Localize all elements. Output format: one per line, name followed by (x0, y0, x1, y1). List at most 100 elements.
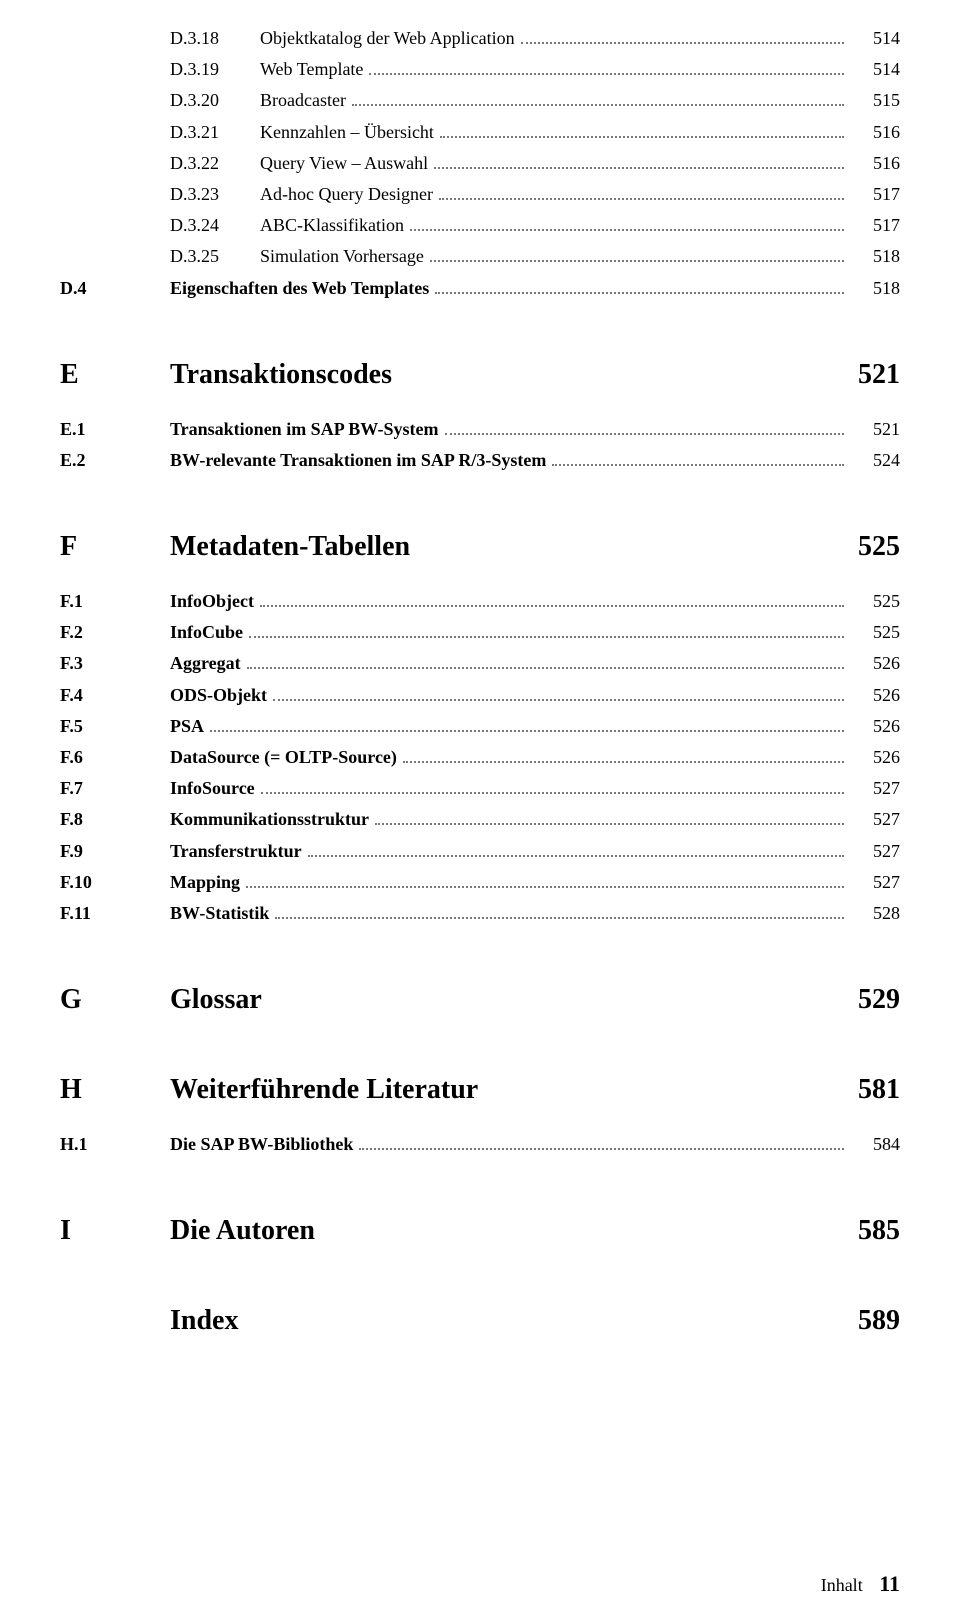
toc-label: Kommunikationsstruktur (170, 807, 369, 832)
toc-line: F.3Aggregat526 (60, 651, 900, 676)
toc-dots (210, 730, 844, 732)
section-heading: FMetadaten-Tabellen525 (60, 531, 900, 563)
toc-line: E.2BW-relevante Transaktionen im SAP R/3… (60, 448, 900, 473)
footer-label: Inhalt (821, 1575, 863, 1595)
toc-label: Query View – Auswahl (260, 151, 428, 176)
toc-line: D.3.25Simulation Vorhersage518 (170, 244, 900, 269)
toc-dots (249, 636, 844, 638)
toc-num: F.8 (60, 807, 170, 832)
toc-page-num: 526 (850, 714, 900, 739)
toc-dots (359, 1148, 844, 1150)
toc-subsection-d3: D.3.18Objektkatalog der Web Application 5… (60, 26, 900, 270)
toc-line: D.3.22Query View – Auswahl 516 (170, 151, 900, 176)
toc-dots (430, 260, 844, 262)
section-heading: Index589 (60, 1305, 900, 1337)
toc-num: D.3.24 (170, 213, 260, 238)
toc-label: Ad-hoc Query Designer (260, 182, 433, 207)
toc-label: ABC-Klassifikation (260, 213, 404, 238)
toc-line-d4: D.4 Eigenschaften des Web Templates 518 (60, 276, 900, 301)
toc-dots (273, 699, 844, 701)
toc-num: F.2 (60, 620, 170, 645)
section-id: E (60, 359, 170, 391)
toc-num: F.5 (60, 714, 170, 739)
toc-num: F.9 (60, 839, 170, 864)
toc-num: D.3.22 (170, 151, 260, 176)
toc-dots (369, 73, 844, 75)
toc-line: F.6DataSource (= OLTP-Source)526 (60, 745, 900, 770)
toc-label: BW-Statistik (170, 901, 269, 926)
toc-dots (439, 198, 844, 200)
toc-dots (521, 42, 844, 44)
toc-num: D.3.19 (170, 57, 260, 82)
toc-label: DataSource (= OLTP-Source) (170, 745, 397, 770)
section-page: 581 (840, 1074, 900, 1106)
toc-line: D.3.18Objektkatalog der Web Application 5… (170, 26, 900, 51)
toc-dots (247, 667, 844, 669)
toc-label: InfoSource (170, 776, 255, 801)
toc-label: Transferstruktur (170, 839, 302, 864)
toc-page-num: 521 (850, 417, 900, 442)
section-title: Index (170, 1305, 840, 1337)
section-title: Weiterführende Literatur (170, 1074, 840, 1106)
toc-dots (308, 855, 844, 857)
toc-dots (552, 464, 844, 466)
toc-page-num: 528 (850, 901, 900, 926)
toc-line: D.3.24ABC-Klassifikation517 (170, 213, 900, 238)
section-id: G (60, 984, 170, 1016)
section-title: Transaktionscodes (170, 359, 840, 391)
toc-label: PSA (170, 714, 204, 739)
toc-dots (260, 605, 844, 607)
section-page: 525 (840, 531, 900, 563)
toc-dots (440, 136, 844, 138)
toc-page-num: 584 (850, 1132, 900, 1157)
toc-num: D.3.23 (170, 182, 260, 207)
toc-label: Transaktionen im SAP BW-System (170, 417, 439, 442)
toc-line: D.3.19Web Template514 (170, 57, 900, 82)
toc-page-num: 527 (850, 776, 900, 801)
section-page: 589 (840, 1305, 900, 1337)
section-id: I (60, 1215, 170, 1247)
toc-label: Eigenschaften des Web Templates (170, 276, 429, 301)
section-heading: HWeiterführende Literatur581 (60, 1074, 900, 1106)
section-title: Glossar (170, 984, 840, 1016)
section-title: Metadaten-Tabellen (170, 531, 840, 563)
toc-page-num: 516 (850, 151, 900, 176)
toc-label: Kennzahlen – Übersicht (260, 120, 434, 145)
toc-dots (435, 292, 844, 294)
toc-line: F.7InfoSource527 (60, 776, 900, 801)
section-page: 585 (840, 1215, 900, 1247)
section-id: F (60, 531, 170, 563)
toc-dots (261, 792, 844, 794)
toc-page-num: 517 (850, 182, 900, 207)
toc-page-num: 526 (850, 651, 900, 676)
toc-line: H.1Die SAP BW-Bibliothek584 (60, 1132, 900, 1157)
section-heading: IDie Autoren585 (60, 1215, 900, 1247)
toc-page-num: 527 (850, 839, 900, 864)
toc-page-num: 514 (850, 26, 900, 51)
toc-num: F.6 (60, 745, 170, 770)
toc-num: D.3.20 (170, 88, 260, 113)
toc-line: D.3.21Kennzahlen – Übersicht516 (170, 120, 900, 145)
toc-page-num: 525 (850, 620, 900, 645)
toc-line: E.1Transaktionen im SAP BW-System 521 (60, 417, 900, 442)
toc-label: Objektkatalog der Web Application (260, 26, 515, 51)
toc-dots (434, 167, 844, 169)
section-title: Die Autoren (170, 1215, 840, 1247)
toc-num: F.1 (60, 589, 170, 614)
toc-num: E.1 (60, 417, 170, 442)
toc-line: F.2InfoCube525 (60, 620, 900, 645)
toc-page-num: 518 (850, 244, 900, 269)
toc-dots (375, 823, 844, 825)
toc-num: D.3.18 (170, 26, 260, 51)
toc-label: BW-relevante Transaktionen im SAP R/3-Sy… (170, 448, 546, 473)
toc-dots (275, 917, 844, 919)
toc-sections: ETransaktionscodes521E.1Transaktionen im… (60, 359, 900, 1338)
toc-page-num: 527 (850, 870, 900, 895)
toc-dots (445, 433, 844, 435)
toc-line: F.11BW-Statistik528 (60, 901, 900, 926)
toc-label: Die SAP BW-Bibliothek (170, 1132, 353, 1157)
toc-num: F.4 (60, 683, 170, 708)
toc-dots (410, 229, 844, 231)
toc-num: D.3.25 (170, 244, 260, 269)
toc-page: D.3.18Objektkatalog der Web Application 5… (0, 0, 960, 1621)
